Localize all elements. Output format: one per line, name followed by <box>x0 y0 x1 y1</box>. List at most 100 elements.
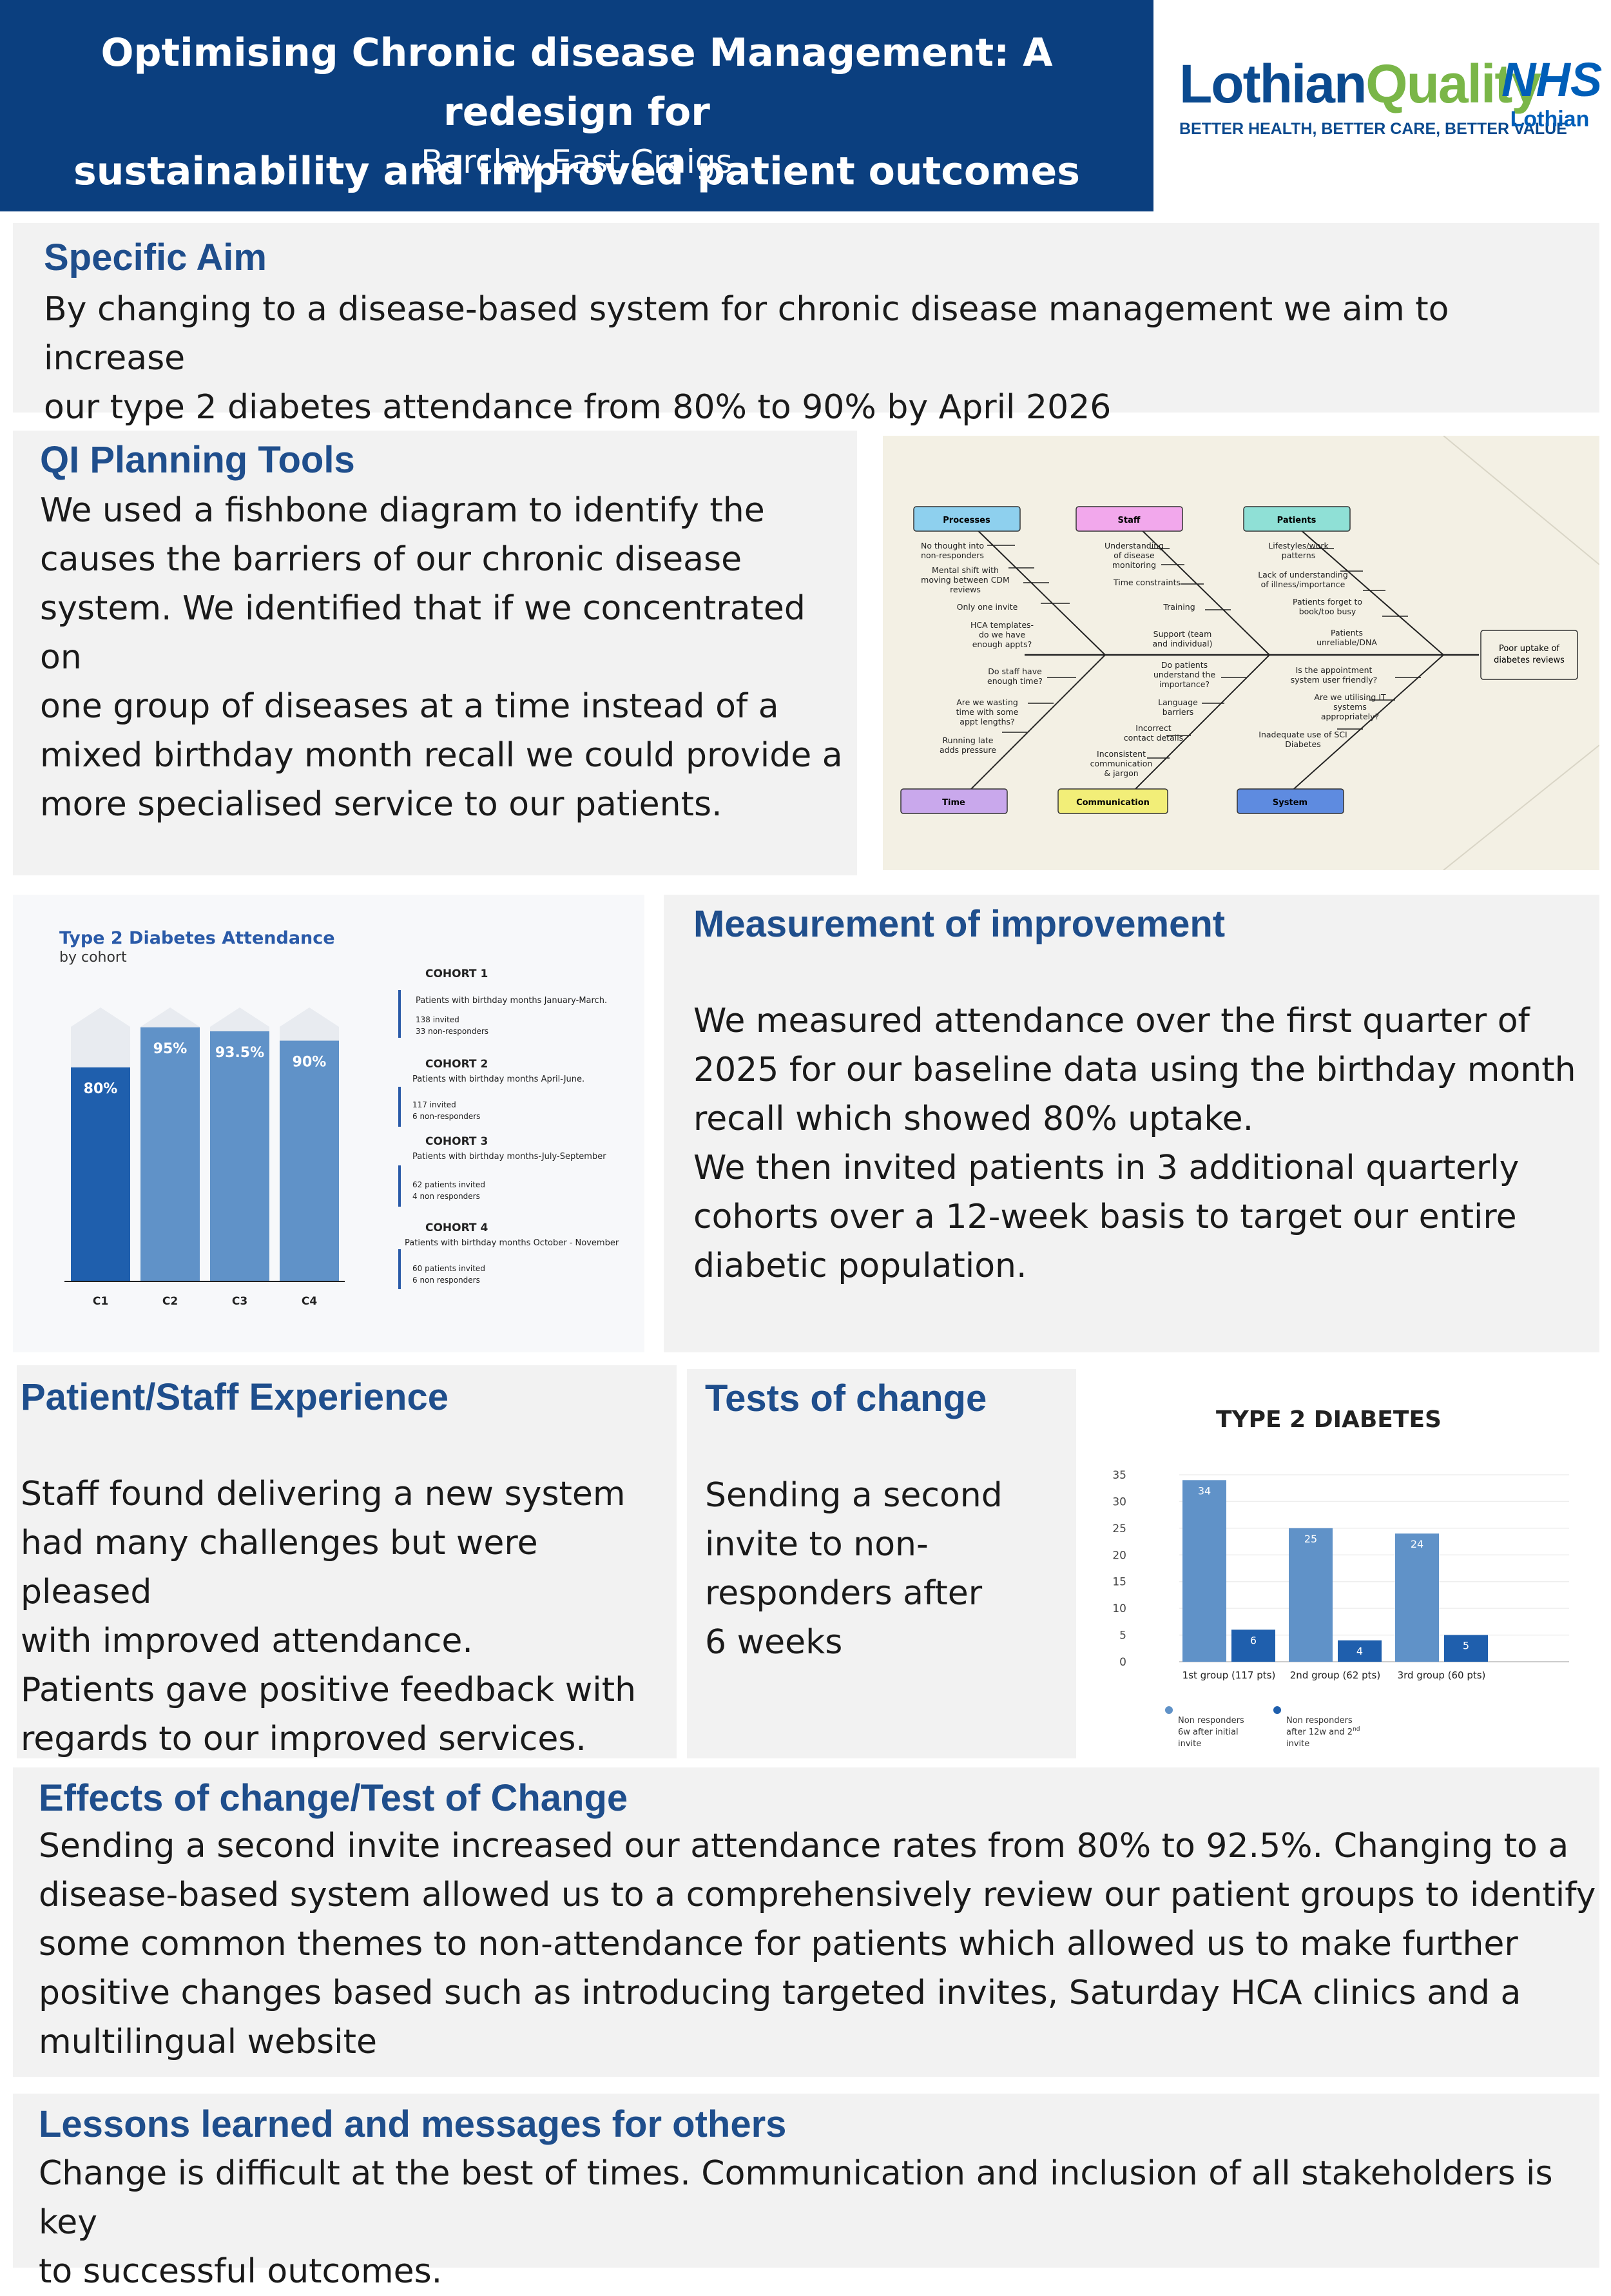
svg-text:Are we wasting: Are we wasting <box>956 697 1018 707</box>
svg-text:60 patients invited: 60 patients invited <box>412 1264 485 1273</box>
fishbone-svg: Processes Staff Patients Time Communicat… <box>900 436 1599 870</box>
title-line-2: sustainability and improved patient outc… <box>73 149 1080 194</box>
poster-header: Optimising Chronic disease Management: A… <box>0 0 1153 211</box>
cohort-chart-subtitle: by cohort <box>59 949 127 966</box>
nr-bar <box>1231 1630 1275 1662</box>
nr-category-label: 3rd group (60 pts) <box>1398 1669 1486 1681</box>
nr-bar <box>1444 1635 1488 1662</box>
nr-bar-value-label: 5 <box>1463 1640 1469 1652</box>
svg-text:Support (team: Support (team <box>1153 629 1212 639</box>
svg-text:6 non responders: 6 non responders <box>412 1276 480 1285</box>
svg-text:system user friendly?: system user friendly? <box>1291 675 1377 685</box>
nhs-lothian-logo: NHS Lothian <box>1501 53 1602 156</box>
nr-legend-label: invite <box>1178 1739 1201 1749</box>
svg-text:138 invited: 138 invited <box>416 1015 459 1024</box>
category-processes: Processes <box>913 506 1021 532</box>
cohort-2-desc: Patients with birthday months April-June… <box>412 1075 584 1084</box>
nr-legend-marker <box>1273 1706 1281 1714</box>
logo-word-lothian: Lothian <box>1179 54 1367 114</box>
nr-legend-label: Non responders <box>1286 1716 1353 1726</box>
cohort-2-label: COHORT 2 <box>425 1058 488 1071</box>
svg-text:Time constraints: Time constraints <box>1113 578 1181 587</box>
svg-text:Lack of understanding: Lack of understanding <box>1258 570 1348 579</box>
nr-y-tick-label: 15 <box>1112 1576 1126 1589</box>
svg-text:6 non-responders: 6 non-responders <box>412 1112 480 1121</box>
nr-legend-label: Non responders <box>1178 1716 1244 1726</box>
nr-y-tick-label: 10 <box>1112 1602 1126 1615</box>
nr-y-tick-label: 5 <box>1119 1630 1126 1642</box>
nr-legend-sup: nd <box>1353 1726 1360 1733</box>
svg-text:33 non-responders: 33 non-responders <box>416 1027 488 1036</box>
svg-text:systems: systems <box>1333 702 1367 712</box>
fishbone-diagram: Processes Staff Patients Time Communicat… <box>883 436 1599 870</box>
svg-text:and individual): and individual) <box>1152 639 1212 648</box>
nr-bar-value-label: 34 <box>1198 1484 1211 1497</box>
nr-legend-marker <box>1165 1706 1173 1714</box>
nr-y-tick-label: 0 <box>1119 1656 1126 1669</box>
cohort-bar <box>71 1067 130 1281</box>
nr-y-tick-label: 35 <box>1112 1469 1126 1482</box>
cohort-bars: 80% C1 95% C2 93.5% C3 90% C4 <box>71 1007 339 1308</box>
category-patients-label: Patients <box>1277 516 1317 525</box>
lothian-quality-logo: LothianQuality BETTER HEALTH, BETTER CAR… <box>1179 52 1567 161</box>
svg-text:unreliable/DNA: unreliable/DNA <box>1317 637 1377 647</box>
svg-text:Patients forget to: Patients forget to <box>1293 597 1362 607</box>
category-staff: Staff <box>1076 506 1183 532</box>
fishbone-causes: No thought into non-responders Mental sh… <box>921 541 1386 778</box>
svg-text:patterns: patterns <box>1282 550 1315 560</box>
cohort-category-label: C4 <box>302 1295 317 1308</box>
nr-bar <box>1182 1480 1226 1662</box>
lessons-heading: Lessons learned and messages for others <box>39 2103 787 2145</box>
category-communication: Communication <box>1057 788 1168 814</box>
cohort-chart-title: Type 2 Diabetes Attendance <box>59 928 335 948</box>
qi-planning-heading: QI Planning Tools <box>40 439 355 481</box>
svg-text:appt lengths?: appt lengths? <box>960 717 1014 726</box>
svg-text:contact details: contact details <box>1124 733 1183 743</box>
cohort-4-desc: Patients with birthday months October - … <box>405 1238 619 1248</box>
nr-bars: 34 6 1st group (117 pts) 25 4 2nd group (62 p… <box>1182 1480 1488 1681</box>
cohort-category-label: C2 <box>162 1295 178 1308</box>
svg-text:reviews: reviews <box>950 585 981 594</box>
qi-planning-panel: QI Planning Tools We used a fishbone dia… <box>13 431 857 875</box>
svg-text:moving between CDM: moving between CDM <box>921 575 1010 585</box>
cohort-bar <box>280 1040 339 1281</box>
svg-text:enough time?: enough time? <box>987 676 1043 686</box>
svg-text:of disease: of disease <box>1114 550 1155 560</box>
cohort-1-label: COHORT 1 <box>425 968 488 980</box>
svg-text:non-responders: non-responders <box>921 550 984 560</box>
cohort-chart-svg: Type 2 Diabetes Attendance by cohort 80%… <box>59 928 619 1308</box>
specific-aim-panel: Specific Aim By changing to a disease-ba… <box>13 223 1599 427</box>
svg-text:Is the appointment: Is the appointment <box>1296 665 1373 675</box>
lessons-text: Change is difficult at the best of times… <box>39 2154 1553 2291</box>
svg-text:Running late: Running late <box>943 735 994 745</box>
svg-text:No thought into: No thought into <box>921 541 984 550</box>
category-staff-label: Staff <box>1118 516 1141 525</box>
category-time: Time <box>900 788 1008 814</box>
nr-bar <box>1395 1533 1439 1662</box>
nr-bar <box>1338 1640 1382 1662</box>
svg-text:communication: communication <box>1090 759 1153 768</box>
nhs-region: Lothian <box>1510 107 1590 131</box>
svg-text:monitoring: monitoring <box>1112 560 1156 570</box>
non-responders-chart-svg: TYPE 2 DIABETES 0 5 10 15 20 25 30 35 34 6 1st gr… <box>1112 1406 1569 1749</box>
cohort-3-label: COHORT 3 <box>425 1135 488 1148</box>
effects-text: Sending a second invite increased our at… <box>39 1827 1596 2061</box>
svg-text:Only one invite: Only one invite <box>957 602 1018 612</box>
category-patients: Patients <box>1243 506 1351 532</box>
svg-text:of illness/importance: of illness/importance <box>1261 579 1346 589</box>
cohort-notes: COHORT 1 Patients with birthday months J… <box>398 968 619 1289</box>
svg-text:Do patients: Do patients <box>1161 660 1208 670</box>
nr-legend-label: after 12w and 2nd <box>1286 1726 1360 1737</box>
measurement-heading: Measurement of improvement <box>693 903 1226 945</box>
svg-text:enough appts?: enough appts? <box>972 639 1032 649</box>
svg-text:62 patients invited: 62 patients invited <box>412 1180 485 1189</box>
nr-y-tick-label: 30 <box>1112 1495 1126 1508</box>
svg-text:appropriately?: appropriately? <box>1321 712 1379 721</box>
svg-text:book/too busy: book/too busy <box>1299 607 1356 616</box>
poster-subtitle: Barclay East Craigs <box>421 143 733 180</box>
experience-panel: Patient/Staff Experience Staff found del… <box>17 1365 677 1758</box>
svg-text:4 non responders: 4 non responders <box>412 1192 480 1201</box>
cohort-bar-value-label: 93.5% <box>215 1045 264 1061</box>
svg-text:Language: Language <box>1158 697 1198 707</box>
